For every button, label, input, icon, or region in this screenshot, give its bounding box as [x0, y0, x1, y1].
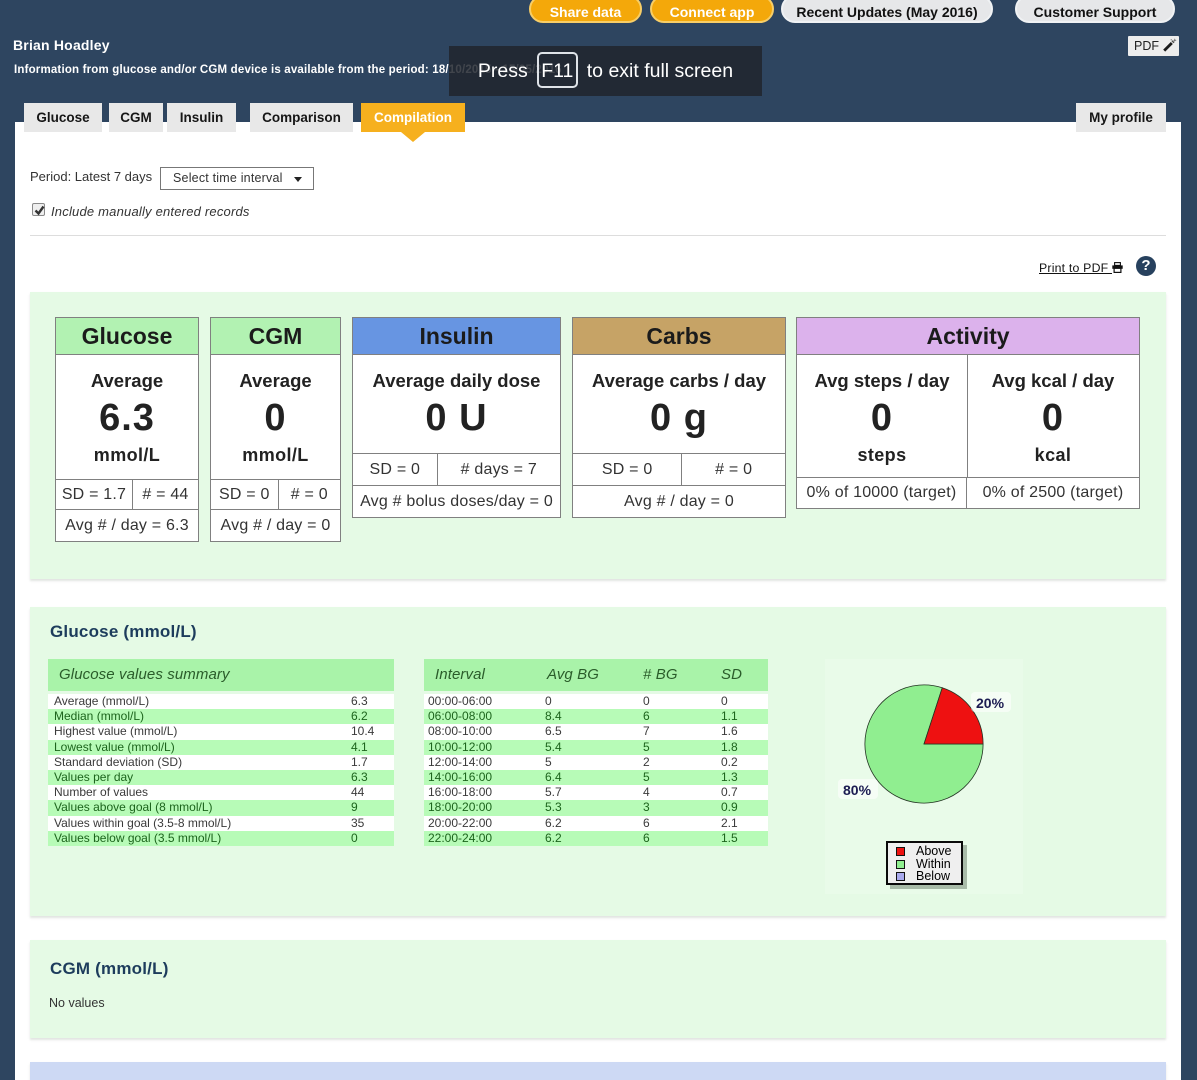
svg-text:80%: 80%: [843, 782, 872, 798]
svg-text:20%: 20%: [976, 695, 1005, 711]
